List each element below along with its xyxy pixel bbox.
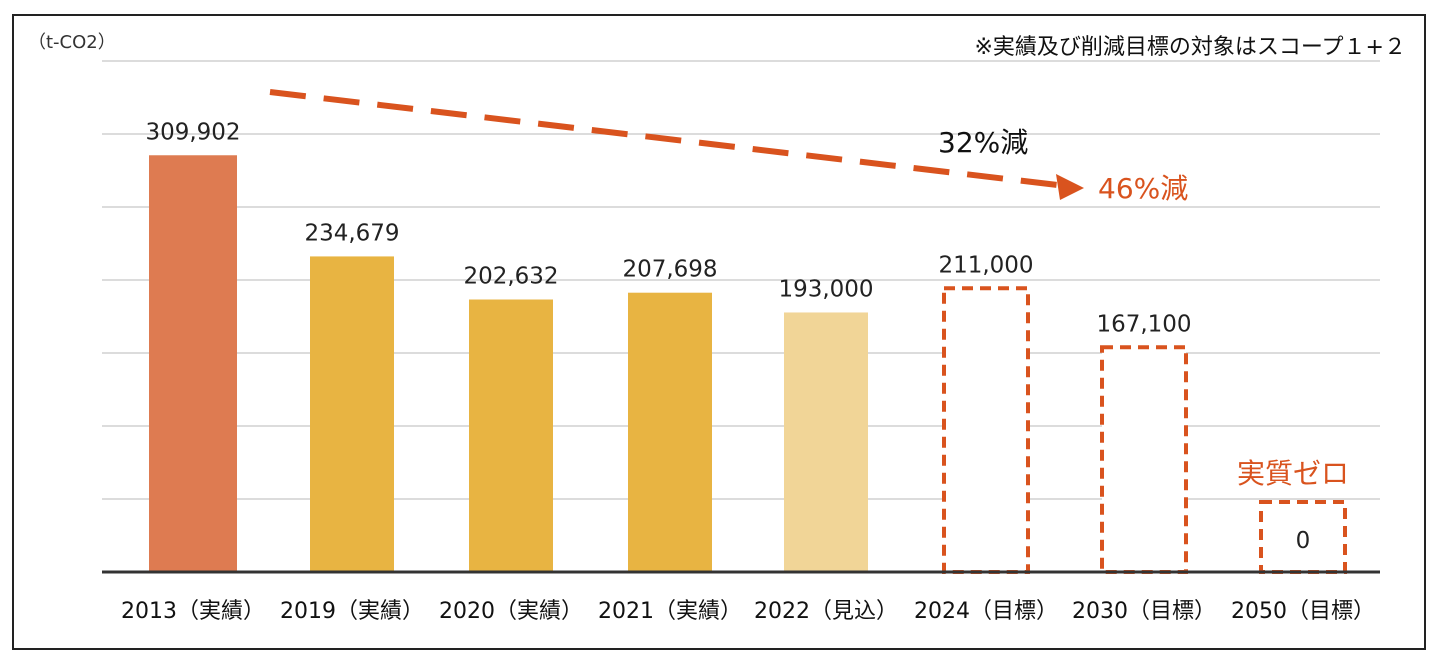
value-label: 207,698 (622, 257, 717, 283)
unit-label: （t-CO2） (28, 32, 116, 53)
value-labels: 309,902 234,679 202,632 207,698 193,000 211,0… (145, 119, 1310, 554)
reduction-label-32: 32%減 (938, 126, 1028, 159)
category-label: 2024（目標） (914, 599, 1058, 624)
reduction-label-46: 46%減 (1098, 172, 1188, 205)
value-label: 167,100 (1096, 311, 1191, 337)
bar-2013 (149, 155, 237, 572)
bar-2020 (469, 299, 553, 572)
category-label: 2050（目標） (1231, 599, 1375, 624)
chart-frame: 309,902 234,679 202,632 207,698 193,000 211,0… (12, 14, 1426, 650)
value-label: 193,000 (778, 276, 873, 302)
gridlines (102, 60, 1380, 500)
value-label: 309,902 (145, 119, 240, 145)
category-label: 2019（実績） (280, 599, 424, 624)
category-label: 2013（実績） (121, 599, 265, 624)
value-label: 211,000 (938, 252, 1033, 278)
category-label: 2030（目標） (1072, 599, 1216, 624)
category-label: 2022（見込） (754, 599, 898, 624)
arrow-head-icon (1056, 174, 1084, 200)
reduction-trend-arrow (269, 89, 1067, 189)
bar-2030 (1100, 345, 1188, 574)
scope-note: ※実績及び削減目標の対象はスコープ１+２ (974, 35, 1406, 60)
bars (149, 155, 1347, 574)
bar-2019 (310, 256, 394, 572)
bar-2022 (784, 312, 868, 572)
category-label: 2020（実績） (439, 599, 583, 624)
bar-2021 (628, 292, 712, 572)
bar-2024 (942, 286, 1030, 574)
value-label: 234,679 (304, 220, 399, 246)
value-label: 202,632 (463, 264, 558, 290)
category-labels: 2013（実績） 2019（実績） 2020（実績） 2021（実績） 2022（見込）… (121, 599, 1375, 624)
emissions-bar-chart: 309,902 234,679 202,632 207,698 193,000 211,0… (28, 32, 1406, 624)
value-label: 0 (1296, 528, 1311, 554)
net-zero-label: 実質ゼロ (1237, 457, 1349, 490)
category-label: 2021（実績） (598, 599, 742, 624)
bar-2050 (1259, 500, 1347, 574)
